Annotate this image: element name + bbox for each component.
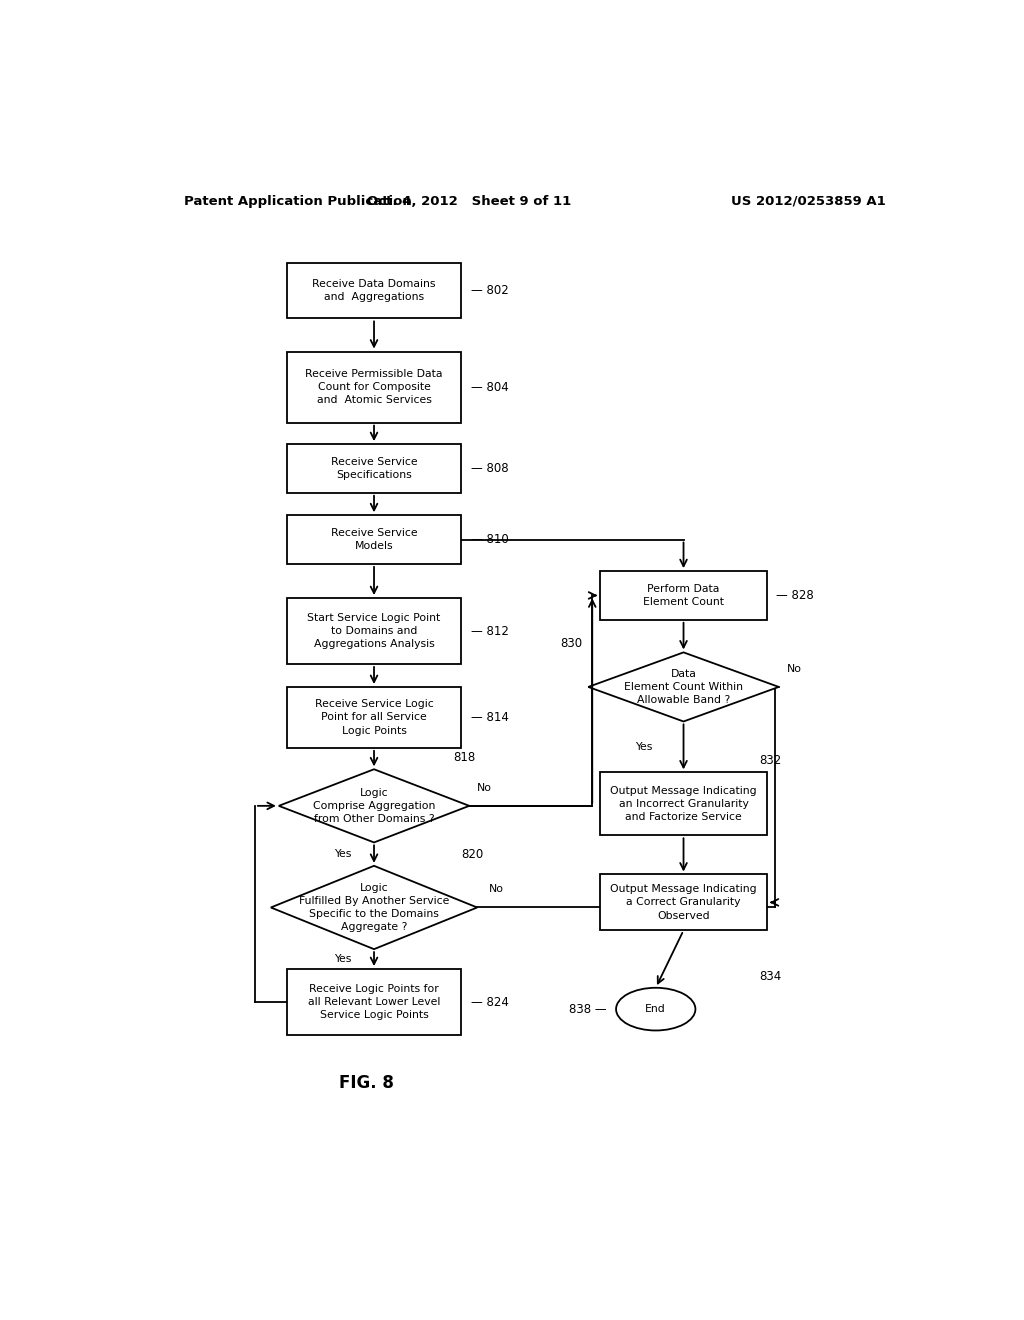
- Text: Patent Application Publication: Patent Application Publication: [183, 194, 412, 207]
- Text: No: No: [786, 664, 802, 673]
- Text: Yes: Yes: [334, 954, 351, 964]
- Text: Logic
Fulfilled By Another Service
Specific to the Domains
Aggregate ?: Logic Fulfilled By Another Service Speci…: [299, 883, 450, 932]
- Text: 820: 820: [461, 847, 483, 861]
- Text: 830: 830: [560, 638, 583, 651]
- Text: End: End: [645, 1005, 667, 1014]
- Ellipse shape: [616, 987, 695, 1031]
- Text: Data
Element Count Within
Allowable Band ?: Data Element Count Within Allowable Band…: [624, 669, 743, 705]
- Text: Output Message Indicating
an Incorrect Granularity
and Factorize Service: Output Message Indicating an Incorrect G…: [610, 785, 757, 822]
- Polygon shape: [279, 770, 469, 842]
- Text: 834: 834: [759, 970, 781, 982]
- Text: Receive Service
Models: Receive Service Models: [331, 528, 418, 552]
- Text: Receive Permissible Data
Count for Composite
and  Atomic Services: Receive Permissible Data Count for Compo…: [305, 368, 442, 405]
- Text: Receive Service Logic
Point for all Service
Logic Points: Receive Service Logic Point for all Serv…: [314, 700, 433, 735]
- Text: FIG. 8: FIG. 8: [339, 1074, 393, 1093]
- Bar: [600, 874, 767, 931]
- Text: US 2012/0253859 A1: US 2012/0253859 A1: [731, 194, 886, 207]
- Text: Receive Data Domains
and  Aggregations: Receive Data Domains and Aggregations: [312, 279, 436, 302]
- Text: — 802: — 802: [471, 284, 509, 297]
- Bar: [287, 515, 462, 564]
- Polygon shape: [270, 866, 477, 949]
- Text: — 814: — 814: [471, 711, 509, 723]
- Text: 832: 832: [759, 754, 781, 767]
- Text: Perform Data
Element Count: Perform Data Element Count: [643, 583, 724, 607]
- Text: Logic
Comprise Aggregation
from Other Domains ?: Logic Comprise Aggregation from Other Do…: [312, 788, 435, 824]
- Text: No: No: [489, 884, 504, 894]
- Text: Start Service Logic Point
to Domains and
Aggregations Analysis: Start Service Logic Point to Domains and…: [307, 612, 440, 649]
- Bar: [600, 572, 767, 620]
- Text: — 808: — 808: [471, 462, 509, 475]
- Text: 818: 818: [454, 751, 475, 764]
- Text: — 804: — 804: [471, 380, 509, 393]
- Bar: [600, 772, 767, 836]
- Bar: [287, 598, 462, 664]
- Text: — 812: — 812: [471, 624, 509, 638]
- Text: Receive Service
Specifications: Receive Service Specifications: [331, 457, 418, 480]
- Text: Yes: Yes: [635, 742, 652, 752]
- Text: — 824: — 824: [471, 995, 509, 1008]
- Bar: [287, 686, 462, 748]
- Text: No: No: [477, 783, 493, 792]
- Polygon shape: [588, 652, 778, 722]
- Bar: [287, 351, 462, 422]
- Text: 838 —: 838 —: [569, 1003, 606, 1015]
- Text: — 828: — 828: [776, 589, 814, 602]
- Text: Output Message Indicating
a Correct Granularity
Observed: Output Message Indicating a Correct Gran…: [610, 884, 757, 920]
- Text: Oct. 4, 2012   Sheet 9 of 11: Oct. 4, 2012 Sheet 9 of 11: [368, 194, 571, 207]
- Text: — 810: — 810: [471, 533, 509, 546]
- Text: Yes: Yes: [334, 849, 351, 859]
- Text: Receive Logic Points for
all Relevant Lower Level
Service Logic Points: Receive Logic Points for all Relevant Lo…: [308, 983, 440, 1020]
- Bar: [287, 263, 462, 318]
- Bar: [287, 969, 462, 1035]
- Bar: [287, 444, 462, 492]
